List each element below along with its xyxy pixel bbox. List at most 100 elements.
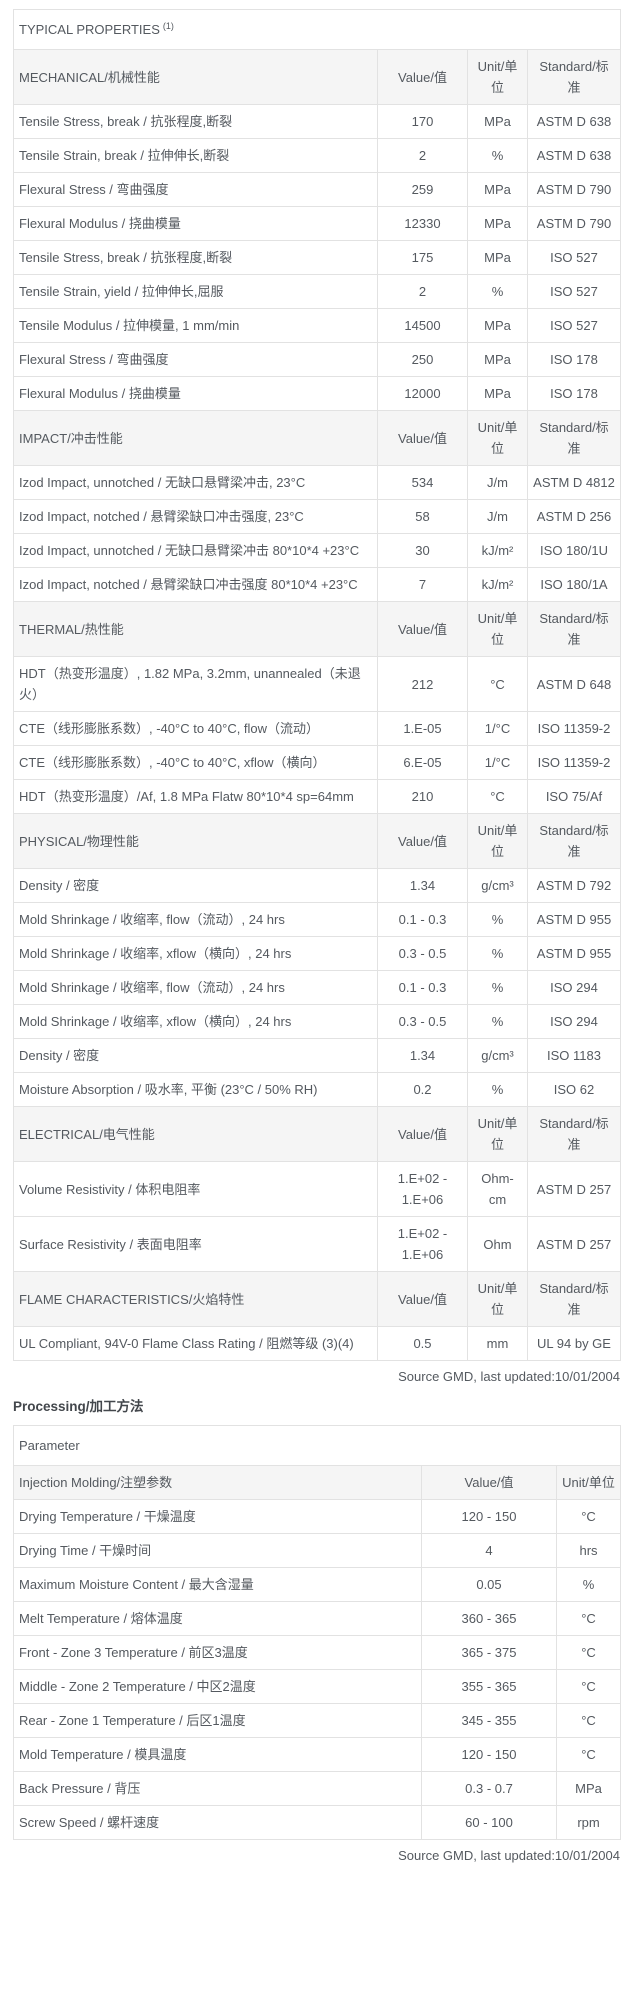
property-unit: J/m (467, 499, 528, 534)
property-unit: Ohm-cm (467, 1161, 528, 1217)
property-row: Surface Resistivity / 表面电阻率 1.E+02 - 1.E+… (13, 1216, 621, 1272)
property-row: Density / 密度 1.34 g/cm³ ISO 1183 (13, 1038, 621, 1073)
property-value: 12330 (377, 206, 468, 241)
property-standard: ISO 527 (527, 240, 621, 275)
section-header-row: IMPACT/冲击性能 Value/值 Unit/单位 Standard/标准 (13, 410, 621, 466)
property-row: CTE（线形膨胀系数）, -40°C to 40°C, flow（流动） 1.E-… (13, 711, 621, 746)
property-row: Mold Shrinkage / 收缩率, xflow（横向）, 24 hrs 0… (13, 1004, 621, 1039)
property-row: Tensile Stress, break / 抗张程度,断裂 170 MPa AST… (13, 104, 621, 139)
property-unit: MPa (467, 376, 528, 411)
parameter-unit: °C (555, 1703, 622, 1738)
property-name: Flexural Stress / 弯曲强度 (13, 342, 378, 377)
property-row: Mold Shrinkage / 收缩率, flow（流动）, 24 hrs 0.… (13, 970, 621, 1005)
property-row: CTE（线形膨胀系数）, -40°C to 40°C, xflow（横向） 6.E… (13, 745, 621, 780)
processing-section-header-row: Injection Molding/注塑参数 Value/值 Unit/单位 (13, 1465, 622, 1500)
parameter-title-row: Parameter (12, 1425, 622, 1466)
property-standard: ISO 178 (527, 376, 621, 411)
table-title: TYPICAL PROPERTIES (1) (13, 9, 621, 50)
property-name: Mold Shrinkage / 收缩率, xflow（横向）, 24 hrs (13, 936, 378, 971)
property-unit: MPa (467, 206, 528, 241)
property-row: Tensile Stress, break / 抗张程度,断裂 175 MPa ISO… (13, 240, 621, 275)
property-name: Density / 密度 (13, 868, 378, 903)
property-standard: ISO 11359-2 (527, 711, 621, 746)
parameter-title: Parameter (12, 1425, 622, 1466)
property-unit: °C (467, 656, 528, 712)
standard-column-header: Standard/标准 (527, 1106, 621, 1162)
property-value: 210 (377, 779, 468, 814)
parameter-unit: °C (555, 1635, 622, 1670)
standard-column-header: Standard/标准 (527, 813, 621, 869)
property-name: Mold Shrinkage / 收缩率, flow（流动）, 24 hrs (13, 902, 378, 937)
value-column-header: Value/值 (377, 49, 468, 105)
parameter-name: Mold Temperature / 模具温度 (13, 1737, 422, 1772)
property-value: 259 (377, 172, 468, 207)
property-standard: ISO 294 (527, 970, 621, 1005)
property-name: Surface Resistivity / 表面电阻率 (13, 1216, 378, 1272)
property-row: UL Compliant, 94V-0 Flame Class Rating /… (13, 1326, 621, 1361)
table-title-row: TYPICAL PROPERTIES (1) (13, 9, 621, 50)
section-title: FLAME CHARACTERISTICS/火焰特性 (13, 1271, 378, 1327)
property-value: 0.3 - 0.5 (377, 1004, 468, 1039)
property-value: 534 (377, 465, 468, 500)
page-content: TYPICAL PROPERTIES (1) MECHANICAL/机械性能 Val… (12, 9, 622, 1863)
parameter-value: 0.05 (421, 1567, 557, 1602)
property-row: Flexural Modulus / 挠曲模量 12330 MPa ASTM D 79… (13, 206, 621, 241)
processing-table-body: Parameter Injection Molding/注塑参数 Value/值… (12, 1425, 622, 1840)
unit-column-header: Unit/单位 (467, 410, 528, 466)
parameter-value: 355 - 365 (421, 1669, 557, 1704)
property-row: Izod Impact, unnotched / 无缺口悬臂梁冲击, 23°C 5… (13, 465, 621, 500)
property-row: Tensile Strain, yield / 拉伸伸长,屈服 2% ISO 527 (13, 274, 621, 309)
property-value: 0.3 - 0.5 (377, 936, 468, 971)
unit-column-header: Unit/单位 (467, 601, 528, 657)
property-value: 250 (377, 342, 468, 377)
property-standard: ISO 180/1A (527, 567, 621, 602)
unit-column-header: Unit/单位 (467, 1271, 528, 1327)
property-value: 7 (377, 567, 468, 602)
property-name: Mold Shrinkage / 收缩率, flow（流动）, 24 hrs (13, 970, 378, 1005)
property-standard: ISO 75/Af (527, 779, 621, 814)
processing-row: Maximum Moisture Content / 最大含湿量 0.05% (13, 1567, 622, 1602)
parameter-unit: °C (555, 1499, 622, 1534)
value-column-header: Value/值 (377, 410, 468, 466)
property-value: 0.1 - 0.3 (377, 970, 468, 1005)
parameter-name: Drying Temperature / 干燥温度 (13, 1499, 422, 1534)
property-name: CTE（线形膨胀系数）, -40°C to 40°C, xflow（横向） (13, 745, 378, 780)
property-row: Mold Shrinkage / 收缩率, xflow（横向）, 24 hrs 0… (13, 936, 621, 971)
property-standard: ASTM D 4812 (527, 465, 621, 500)
property-standard: ASTM D 955 (527, 902, 621, 937)
parameter-name: Screw Speed / 螺杆速度 (13, 1805, 422, 1840)
property-value: 2 (377, 274, 468, 309)
property-name: Tensile Strain, break / 拉伸伸长,断裂 (13, 138, 378, 173)
property-unit: kJ/m² (467, 567, 528, 602)
section-title: MECHANICAL/机械性能 (13, 49, 378, 105)
property-unit: MPa (467, 342, 528, 377)
parameter-value: 120 - 150 (421, 1737, 557, 1772)
section-header-row: ELECTRICAL/电气性能 Value/值 Unit/单位 Standard/标准 (13, 1106, 621, 1162)
value-column-header: Value/值 (377, 1106, 468, 1162)
parameter-value: 365 - 375 (421, 1635, 557, 1670)
property-value: 0.1 - 0.3 (377, 902, 468, 937)
property-value: 1.34 (377, 868, 468, 903)
property-unit: 1/°C (467, 745, 528, 780)
property-standard: ASTM D 955 (527, 936, 621, 971)
property-value: 1.E+02 - 1.E+06 (377, 1161, 468, 1217)
section-header-row: FLAME CHARACTERISTICS/火焰特性 Value/值 Unit/单位… (13, 1271, 621, 1327)
source-note: Source GMD, last updated:10/01/2004 (398, 1848, 620, 1863)
processing-table: Parameter Injection Molding/注塑参数 Value/值… (12, 1425, 622, 1840)
value-column-header: Value/值 (377, 601, 468, 657)
property-row: HDT（热变形温度）/Af, 1.8 MPa Flatw 80*10*4 sp=… (13, 779, 621, 814)
property-value: 14500 (377, 308, 468, 343)
property-unit: Ohm (467, 1216, 528, 1272)
property-name: Flexural Stress / 弯曲强度 (13, 172, 378, 207)
property-unit: % (467, 1004, 528, 1039)
unit-column-header: Unit/单位 (467, 813, 528, 869)
section-title: IMPACT/冲击性能 (13, 410, 378, 466)
property-name: Tensile Stress, break / 抗张程度,断裂 (13, 104, 378, 139)
property-row: Flexural Stress / 弯曲强度 250 MPa ISO 178 (13, 342, 621, 377)
property-standard: ASTM D 638 (527, 138, 621, 173)
section-title: Injection Molding/注塑参数 (13, 1465, 422, 1500)
property-unit: % (467, 936, 528, 971)
standard-column-header: Standard/标准 (527, 1271, 621, 1327)
property-name: HDT（热变形温度）, 1.82 MPa, 3.2mm, unannealed（… (13, 656, 378, 712)
property-unit: g/cm³ (467, 868, 528, 903)
